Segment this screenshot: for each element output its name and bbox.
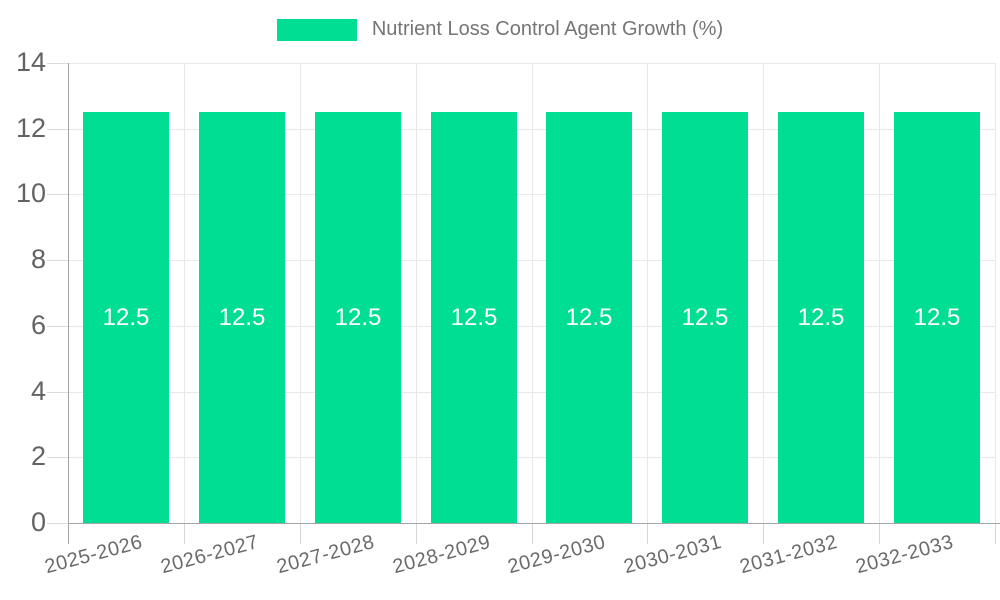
gridline-horizontal <box>68 326 995 327</box>
gridline-vertical <box>532 63 533 523</box>
x-axis-tick <box>532 524 533 544</box>
bar[interactable] <box>431 112 517 523</box>
bar-value-label: 12.5 <box>681 304 729 331</box>
bar-value-label: 12.5 <box>565 304 613 331</box>
gridline-horizontal <box>68 260 995 261</box>
x-axis-tick <box>995 524 996 544</box>
y-axis-tick <box>47 523 68 524</box>
gridline-vertical <box>184 63 185 523</box>
y-axis-tick-label: 14 <box>15 47 46 77</box>
bar-value-label: 12.5 <box>218 304 266 331</box>
gridline-horizontal <box>68 392 995 393</box>
x-axis-tick-label: 2031-2032 <box>737 531 840 579</box>
gridline-horizontal <box>68 63 995 64</box>
y-axis-tick <box>47 194 68 195</box>
gridline-vertical <box>995 63 996 523</box>
y-axis-tick-label: 2 <box>30 441 46 471</box>
gridline-vertical <box>763 63 764 523</box>
bar-value-label: 12.5 <box>102 304 150 331</box>
bar-value-label: 12.5 <box>797 304 845 331</box>
legend[interactable]: Nutrient Loss Control Agent Growth (%) <box>0 18 1000 41</box>
gridline-vertical <box>879 63 880 523</box>
x-axis-tick-label: 2030-2031 <box>621 531 724 579</box>
x-axis-tick <box>879 524 880 544</box>
bar[interactable] <box>662 112 748 523</box>
bar[interactable] <box>83 112 169 523</box>
y-axis-tick <box>47 392 68 393</box>
x-axis-tick <box>763 524 764 544</box>
legend-swatch <box>276 18 357 41</box>
y-axis-tick <box>47 260 68 261</box>
y-axis-tick-label: 0 <box>30 507 46 537</box>
bar-value-label: 12.5 <box>450 304 498 331</box>
gridline-horizontal <box>68 129 995 130</box>
x-axis-tick-label: 2026-2027 <box>158 531 261 579</box>
gridline-vertical <box>300 63 301 523</box>
y-axis-line <box>68 63 69 544</box>
bar[interactable] <box>778 112 864 523</box>
y-axis-tick <box>47 129 68 130</box>
y-axis-tick-label: 6 <box>30 310 46 340</box>
bar[interactable] <box>894 112 980 523</box>
x-axis-tick <box>416 524 417 544</box>
x-axis-tick-label: 2029-2030 <box>505 531 608 579</box>
bar[interactable] <box>199 112 285 523</box>
x-axis-tick-label: 2028-2029 <box>390 531 493 579</box>
x-axis-tick <box>647 524 648 544</box>
x-axis-tick <box>300 524 301 544</box>
y-axis-tick-label: 12 <box>15 113 46 143</box>
bar-value-label: 12.5 <box>334 304 382 331</box>
y-axis-tick <box>47 326 68 327</box>
x-axis-line <box>68 523 1000 524</box>
y-axis-tick <box>47 63 68 64</box>
bar-value-label: 12.5 <box>913 304 961 331</box>
x-axis-tick <box>184 524 185 544</box>
y-axis-tick-label: 8 <box>30 244 46 274</box>
gridline-vertical <box>416 63 417 523</box>
x-axis-tick-label: 2025-2026 <box>42 531 145 579</box>
x-axis-tick-label: 2027-2028 <box>274 531 377 579</box>
y-axis-tick-label: 10 <box>15 178 46 208</box>
x-axis-tick-label: 2032-2033 <box>853 531 956 579</box>
bar[interactable] <box>546 112 632 523</box>
gridline-horizontal <box>68 194 995 195</box>
y-axis-tick-label: 4 <box>30 376 46 406</box>
gridline-vertical <box>647 63 648 523</box>
bar[interactable] <box>315 112 401 523</box>
y-axis-tick <box>47 457 68 458</box>
legend-label: Nutrient Loss Control Agent Growth (%) <box>371 18 724 40</box>
gridline-horizontal <box>68 457 995 458</box>
